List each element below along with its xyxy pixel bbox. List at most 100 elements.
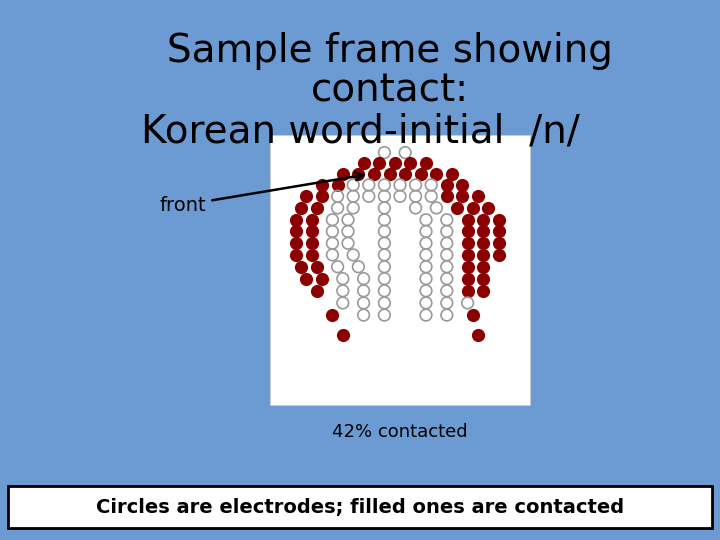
- Point: [342, 215, 354, 224]
- Point: [420, 274, 432, 283]
- Point: [368, 170, 379, 178]
- Point: [477, 239, 489, 247]
- Point: [290, 251, 302, 259]
- Point: [482, 204, 494, 212]
- Point: [462, 274, 473, 283]
- Point: [332, 262, 343, 271]
- Point: [462, 215, 473, 224]
- Point: [363, 192, 374, 200]
- Point: [405, 159, 416, 167]
- Point: [379, 192, 390, 200]
- Point: [467, 204, 479, 212]
- Point: [462, 299, 473, 307]
- Point: [441, 286, 453, 295]
- Point: [441, 274, 453, 283]
- Point: [306, 251, 318, 259]
- Point: [353, 262, 364, 271]
- Point: [332, 180, 343, 190]
- Point: [311, 286, 323, 295]
- Point: [379, 251, 390, 259]
- Point: [337, 286, 348, 295]
- Point: [426, 180, 437, 190]
- Point: [316, 192, 328, 200]
- Point: [337, 170, 348, 178]
- Point: [456, 192, 468, 200]
- Text: 18: 18: [18, 517, 34, 530]
- Text: Circles are electrodes; filled ones are contacted: Circles are electrodes; filled ones are …: [96, 497, 624, 516]
- Point: [420, 310, 432, 319]
- Point: [415, 170, 426, 178]
- Point: [379, 310, 390, 319]
- Point: [379, 262, 390, 271]
- Point: [295, 262, 307, 271]
- Point: [400, 170, 411, 178]
- Text: Sample frame showing: Sample frame showing: [167, 32, 613, 70]
- Point: [290, 239, 302, 247]
- Point: [446, 170, 458, 178]
- Point: [456, 180, 468, 190]
- Point: [327, 310, 338, 319]
- Point: [311, 204, 323, 212]
- Point: [290, 215, 302, 224]
- Point: [290, 227, 302, 235]
- Point: [311, 262, 323, 271]
- Point: [395, 180, 406, 190]
- Point: [358, 299, 369, 307]
- Point: [384, 170, 395, 178]
- Point: [342, 239, 354, 247]
- Point: [327, 251, 338, 259]
- Point: [327, 239, 338, 247]
- Point: [477, 215, 489, 224]
- Point: [441, 180, 453, 190]
- Point: [337, 274, 348, 283]
- Point: [358, 159, 369, 167]
- Point: [420, 227, 432, 235]
- Point: [431, 170, 442, 178]
- Point: [395, 192, 406, 200]
- Point: [420, 299, 432, 307]
- Point: [389, 159, 400, 167]
- Point: [337, 330, 348, 339]
- Point: [462, 227, 473, 235]
- Point: [431, 204, 442, 212]
- Point: [379, 239, 390, 247]
- Text: Korean word-initial  /n/: Korean word-initial /n/: [140, 113, 580, 151]
- Point: [363, 180, 374, 190]
- Point: [420, 159, 432, 167]
- Point: [472, 192, 484, 200]
- Point: [337, 299, 348, 307]
- Point: [426, 192, 437, 200]
- Point: [441, 251, 453, 259]
- Point: [410, 180, 421, 190]
- Point: [441, 310, 453, 319]
- Point: [332, 192, 343, 200]
- Point: [467, 310, 479, 319]
- Point: [316, 274, 328, 283]
- Point: [477, 227, 489, 235]
- Bar: [8, 486, 712, 528]
- Point: [420, 215, 432, 224]
- Point: [410, 204, 421, 212]
- Point: [420, 239, 432, 247]
- Point: [379, 215, 390, 224]
- Point: [441, 239, 453, 247]
- Point: [420, 262, 432, 271]
- Point: [472, 330, 484, 339]
- Point: [441, 299, 453, 307]
- Point: [477, 274, 489, 283]
- Point: [379, 204, 390, 212]
- Point: [332, 204, 343, 212]
- Point: [295, 204, 307, 212]
- Point: [379, 180, 390, 190]
- Point: [420, 286, 432, 295]
- Point: [462, 286, 473, 295]
- Point: [379, 227, 390, 235]
- Point: [358, 310, 369, 319]
- Point: [462, 262, 473, 271]
- Point: [358, 274, 369, 283]
- Point: [379, 286, 390, 295]
- Point: [441, 227, 453, 235]
- Point: [493, 227, 505, 235]
- Bar: [270, 135, 530, 405]
- Point: [462, 251, 473, 259]
